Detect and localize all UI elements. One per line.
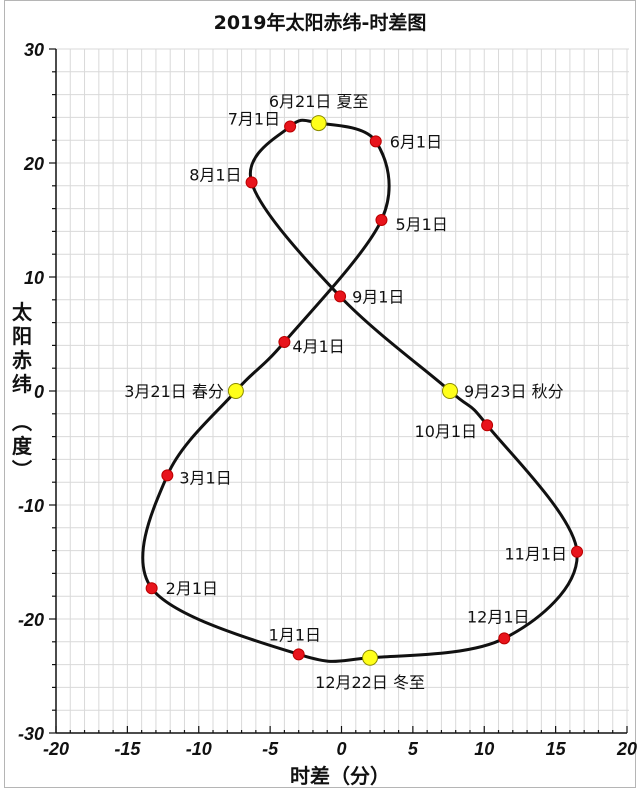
date-label: 5月1日	[395, 215, 447, 234]
date-label: 10月1日	[415, 422, 478, 441]
date-label: 12月1日	[467, 607, 530, 626]
solstice-equinox-marker	[227, 383, 244, 399]
x-tick-label: 10	[474, 739, 494, 759]
date-marker	[481, 419, 494, 432]
date-marker	[498, 632, 511, 645]
y-tick-label: -20	[18, 610, 44, 630]
analemma-curve	[141, 118, 579, 663]
y-tick-label: 30	[24, 40, 44, 60]
date-label: 8月1日	[189, 165, 241, 184]
x-tick-label: 20	[616, 739, 637, 759]
date-label: 3月21日 春分	[124, 382, 224, 401]
solstice-equinox-marker	[310, 115, 327, 132]
date-marker	[245, 176, 258, 189]
y-tick-label: -10	[18, 496, 44, 516]
date-label: 7月1日	[228, 110, 280, 129]
date-marker	[375, 214, 388, 226]
date-label: 12月22日 冬至	[315, 673, 425, 692]
x-tick-label: 5	[408, 739, 419, 759]
date-label: 4月1日	[292, 337, 344, 356]
date-label: 2月1日	[166, 579, 218, 598]
date-label: 9月1日	[352, 287, 404, 306]
y-tick-label: 0	[34, 382, 44, 402]
date-marker	[334, 290, 347, 303]
y-tick-label: 20	[23, 154, 44, 174]
solstice-equinox-marker	[362, 649, 379, 666]
chart-frame	[4, 0, 636, 788]
y-axis-label: 太阳赤纬 ︵ 度 ︶	[12, 300, 32, 482]
date-label: 9月23日 秋分	[464, 382, 564, 401]
y-tick-label: 10	[24, 268, 44, 288]
date-label: 11月1日	[504, 545, 567, 564]
date-marker	[284, 120, 297, 133]
x-tick-label: -20	[43, 739, 69, 759]
x-tick-label: -10	[186, 739, 212, 759]
date-marker	[161, 469, 174, 482]
solstice-equinox-marker	[441, 383, 458, 399]
x-tick-label: -5	[262, 739, 279, 759]
date-label: 3月1日	[179, 468, 231, 487]
date-marker	[571, 545, 584, 558]
date-label: 6月1日	[390, 132, 442, 151]
date-label: 6月21日 夏至	[269, 92, 369, 111]
x-axis-label: 时差（分）	[290, 764, 390, 788]
grid	[56, 48, 629, 733]
date-marker	[369, 135, 382, 148]
x-tick-label: 15	[546, 739, 567, 759]
date-marker	[278, 335, 291, 348]
date-marker	[292, 648, 305, 661]
date-label: 1月1日	[269, 625, 321, 644]
chart-title: 2019年太阳赤纬-时差图	[213, 12, 427, 34]
x-tick-label: 0	[336, 739, 346, 759]
y-tick-label: -30	[18, 724, 44, 744]
date-marker	[145, 582, 158, 595]
x-tick-label: -15	[114, 739, 141, 759]
